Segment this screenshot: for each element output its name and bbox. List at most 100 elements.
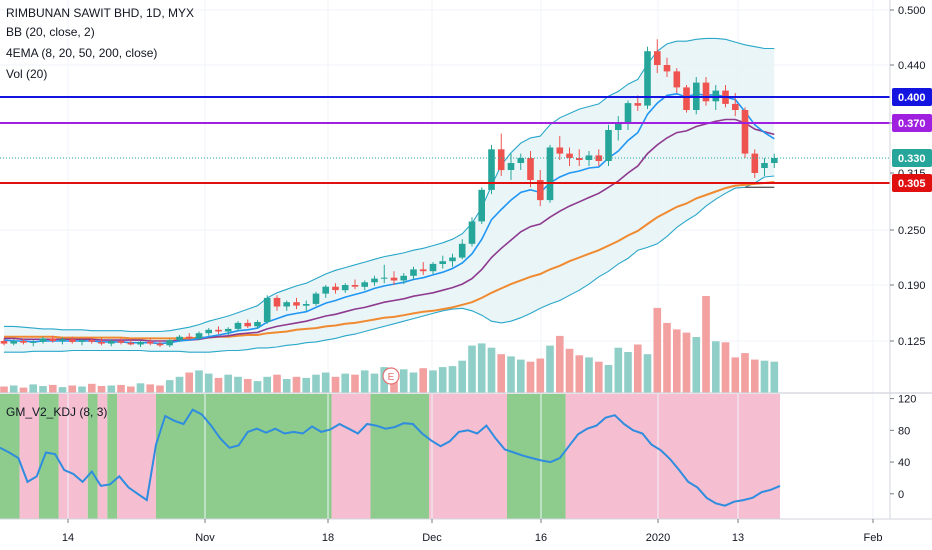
volume-bar bbox=[39, 386, 47, 393]
price-tag-0.400: 0.400 bbox=[898, 92, 926, 104]
volume-bar bbox=[117, 384, 125, 393]
candle-body bbox=[88, 340, 96, 342]
candle-body bbox=[69, 339, 76, 342]
candle-body bbox=[215, 329, 222, 332]
kdj-band bbox=[58, 394, 88, 519]
candle-body bbox=[576, 158, 583, 160]
volume-bar bbox=[29, 384, 37, 393]
kdj-band bbox=[565, 394, 780, 519]
volume-bar bbox=[88, 383, 96, 393]
volume-bar bbox=[595, 361, 603, 393]
volume-bar bbox=[741, 353, 749, 393]
candle-body bbox=[566, 153, 573, 158]
volume-bar bbox=[438, 367, 447, 393]
kdj-band bbox=[107, 394, 118, 519]
candle-body bbox=[478, 189, 485, 222]
kdj-line bbox=[0, 408, 781, 507]
volume-bar bbox=[468, 345, 476, 393]
kdj-axis: 120 80 40 0 bbox=[890, 394, 916, 501]
kdj-tick-label: 40 bbox=[898, 457, 910, 469]
time-tick-label: 18 bbox=[322, 532, 334, 544]
legend-volume[interactable]: Vol (20) bbox=[6, 67, 48, 81]
price-tag-0.305: 0.305 bbox=[898, 178, 926, 190]
candle-body bbox=[771, 158, 778, 163]
candle-body bbox=[78, 340, 86, 342]
volume-bar bbox=[497, 354, 505, 393]
candle-body bbox=[263, 297, 271, 322]
volume-bar bbox=[526, 361, 535, 393]
candle-body bbox=[244, 322, 251, 327]
candle-body bbox=[127, 342, 135, 345]
candle-body bbox=[458, 243, 466, 258]
candle-body bbox=[332, 286, 339, 291]
kdj-tick-label: 80 bbox=[898, 425, 910, 437]
volume-bar bbox=[302, 377, 310, 393]
price-tag-0.305-bg bbox=[892, 174, 932, 192]
volume-bar bbox=[575, 355, 584, 393]
candle-body bbox=[527, 158, 534, 180]
candle-body bbox=[156, 343, 164, 346]
candle-body bbox=[488, 149, 495, 190]
time-tick-label: Dec bbox=[422, 532, 442, 544]
kdj-band bbox=[156, 394, 332, 519]
candle-body bbox=[644, 51, 651, 106]
volume-bar bbox=[312, 374, 320, 393]
volume-bar bbox=[399, 369, 408, 393]
candle-body bbox=[302, 304, 310, 306]
volume-bar bbox=[204, 373, 213, 393]
legend-bb[interactable]: BB (20, close, 2) bbox=[6, 25, 95, 39]
legend-ema[interactable]: 4EMA (8, 20, 50, 200, close) bbox=[6, 46, 158, 60]
candle-body bbox=[108, 341, 115, 344]
candle-body bbox=[224, 328, 232, 332]
kdj-band bbox=[39, 394, 59, 519]
ema50-line bbox=[4, 181, 775, 340]
legend-kdj[interactable]: GM_V2_KDJ (8, 3) bbox=[6, 405, 108, 419]
candle-body bbox=[185, 336, 193, 339]
candle-body bbox=[410, 269, 417, 276]
candle-body bbox=[29, 341, 37, 343]
candle-body bbox=[556, 147, 564, 154]
time-tick-label: 14 bbox=[62, 532, 74, 544]
candle-body bbox=[293, 302, 300, 306]
price-tag-0.370-bg bbox=[892, 114, 932, 132]
volume-bar bbox=[702, 296, 710, 393]
candle-body bbox=[605, 130, 612, 161]
volume-bar bbox=[604, 365, 613, 393]
volume-bar bbox=[712, 341, 720, 393]
candle-body bbox=[20, 341, 27, 343]
candle-body bbox=[39, 338, 47, 342]
volume-bar bbox=[185, 372, 193, 393]
volume-bar bbox=[9, 385, 18, 393]
price-tick-label: 0.250 bbox=[898, 225, 926, 237]
candle-body bbox=[624, 103, 632, 123]
volume-bar bbox=[556, 335, 564, 393]
volume-bar bbox=[273, 374, 281, 393]
volume-bar bbox=[565, 348, 574, 393]
candle-body bbox=[205, 329, 212, 334]
volume-bar bbox=[419, 368, 427, 393]
volume-bar bbox=[331, 376, 340, 393]
volume-bar bbox=[692, 337, 701, 393]
candle-body bbox=[283, 302, 290, 307]
volume-bar bbox=[770, 361, 779, 393]
candle-body bbox=[517, 158, 525, 163]
candle-body bbox=[546, 147, 554, 201]
candle-body bbox=[654, 51, 661, 65]
candle-body bbox=[254, 322, 261, 327]
time-tick-label: Nov bbox=[195, 532, 215, 544]
kdj-band bbox=[331, 394, 371, 519]
volume-bar bbox=[731, 357, 740, 393]
volume-bar bbox=[409, 372, 418, 393]
volume-bar bbox=[282, 379, 291, 393]
time-tick-label: Feb bbox=[864, 532, 883, 544]
candle-body bbox=[429, 263, 437, 272]
volume-bar bbox=[214, 377, 223, 393]
time-tick-label: 16 bbox=[535, 532, 547, 544]
volume-bar bbox=[341, 373, 349, 393]
candle-body bbox=[615, 123, 622, 130]
price-tick-label: 0.190 bbox=[898, 280, 926, 292]
volume-bar bbox=[127, 386, 135, 393]
legend-title: RIMBUNAN SAWIT BHD, 1D, MYX bbox=[6, 6, 195, 20]
volume-bar bbox=[321, 372, 330, 393]
